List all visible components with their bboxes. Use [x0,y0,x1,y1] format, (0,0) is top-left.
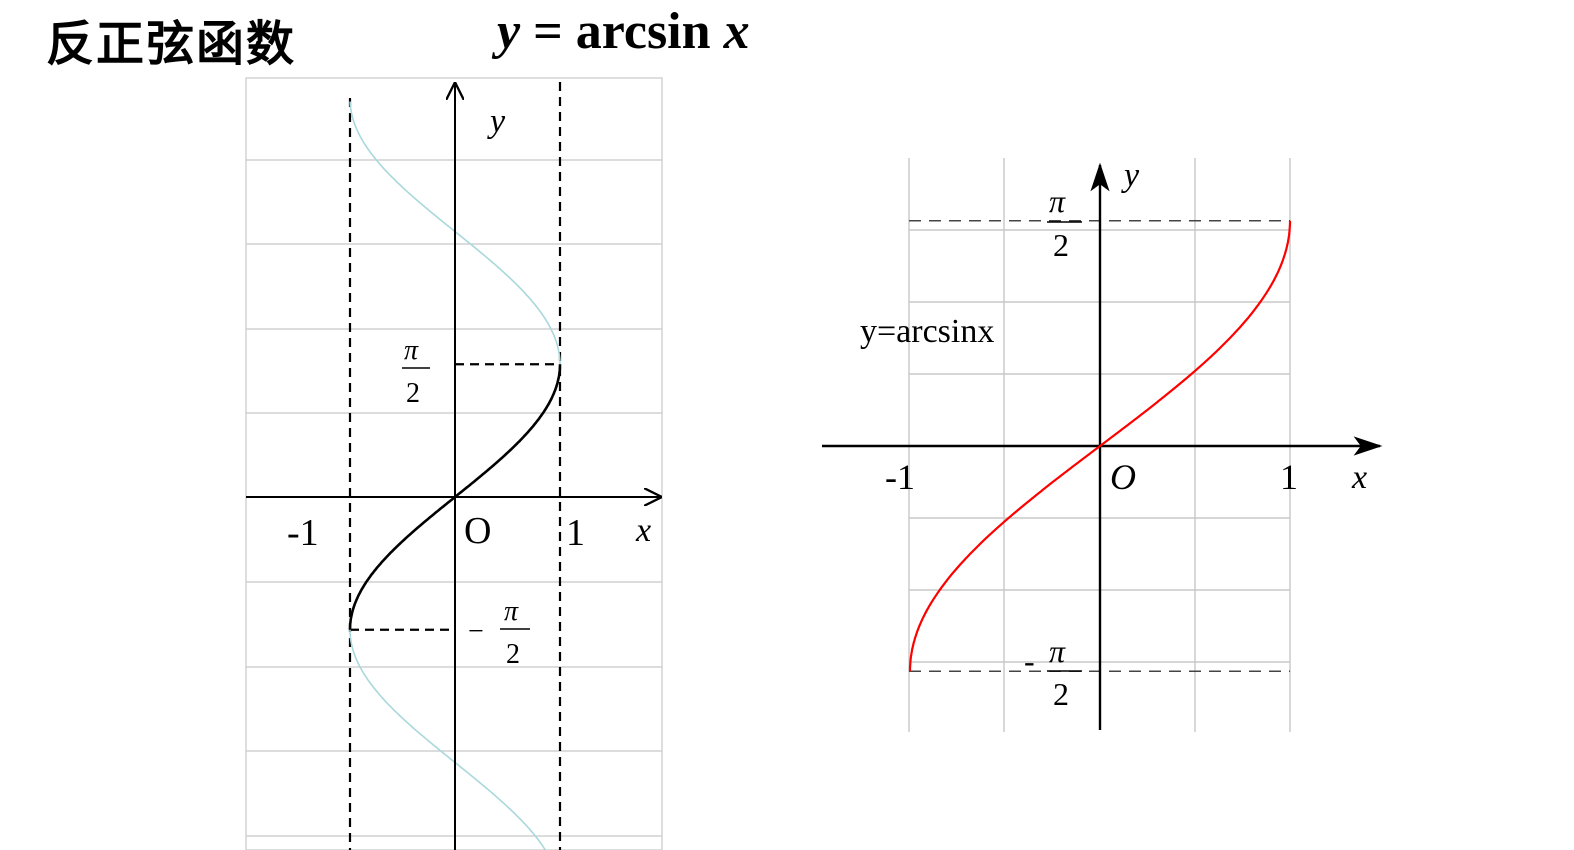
formula-x: x [723,3,750,60]
left-origin-label: O [464,510,491,552]
left-y-tick-denominator: 2 [406,378,420,409]
right-y-tick-numerator: π [1049,183,1066,219]
left-x-tick-label: 1 [566,512,585,554]
annotation-text: y=arcsinx [860,313,994,350]
right-x-tick-label: 1 [1280,457,1298,497]
left-y-tick-sign: − [468,616,484,647]
right-arcsin-curve [908,220,1292,672]
left-y-tick-numerator: π [404,335,419,366]
right-origin-label: O [1110,457,1136,497]
left-guides [348,82,562,850]
left-x-axis-label: x [635,512,651,549]
left-y-tick-numerator: π [504,596,519,627]
title-formula: y = arcsin x [497,2,750,61]
right-y-tick-sign: - [1024,643,1035,679]
left-grid-frame [245,77,663,850]
left-y-axis-label: y [487,103,506,140]
left-y-tick-neg-pi-half: − π 2 [468,596,530,670]
formula-y: y [497,3,521,60]
right-y-tick-neg-pi-half: - π 2 [1024,633,1082,712]
left-chart: y x O -1 1 π 2 − π 2 [245,77,663,850]
left-y-tick-denominator: 2 [506,639,520,670]
right-x-tick-label: -1 [885,457,915,497]
right-x-axis-label: x [1351,459,1367,496]
right-y-axis-label: y [1121,157,1140,194]
right-chart: y x O -1 1 y=arcsinx π 2 - π 2 [822,157,1383,732]
formula-eq: = arcsin [520,3,724,60]
right-curve-annotation: y=arcsinx [860,313,994,350]
left-y-tick-pi-half: π 2 [402,335,430,409]
right-y-tick-pi-half: π 2 [1047,183,1082,263]
left-x-tick-label: -1 [287,512,319,554]
right-y-tick-numerator: π [1049,633,1066,669]
right-y-tick-denominator: 2 [1053,676,1069,712]
page-title: 反正弦函数 [46,16,297,72]
right-y-tick-denominator: 2 [1053,227,1069,263]
